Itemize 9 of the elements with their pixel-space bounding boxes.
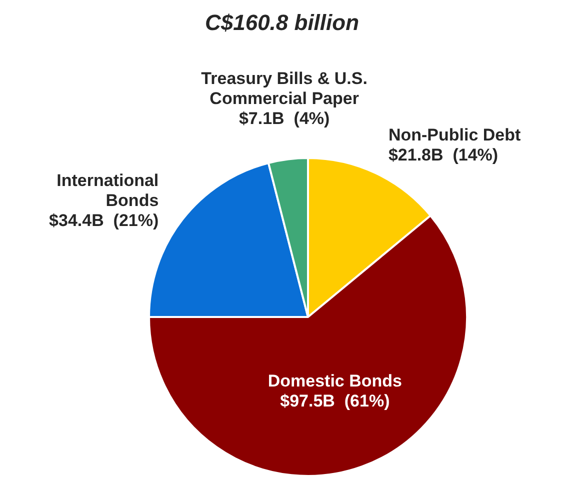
slice-label: Domestic Bonds — [268, 371, 402, 390]
data-label: $7.1B (4%) — [238, 109, 330, 128]
chart-title: C$160.8 billion — [204, 9, 360, 37]
data-label: $97.5B (61%) — [280, 391, 390, 410]
data-label: $34.4B (21%) — [49, 210, 159, 230]
data-label: $21.8B (14%) — [388, 146, 498, 165]
slice-label: Treasury Bills & U.S. Commercial Paper — [201, 69, 368, 108]
slice-label: International Bonds — [56, 170, 159, 210]
slice-label: Non-Public Debt — [388, 126, 522, 145]
